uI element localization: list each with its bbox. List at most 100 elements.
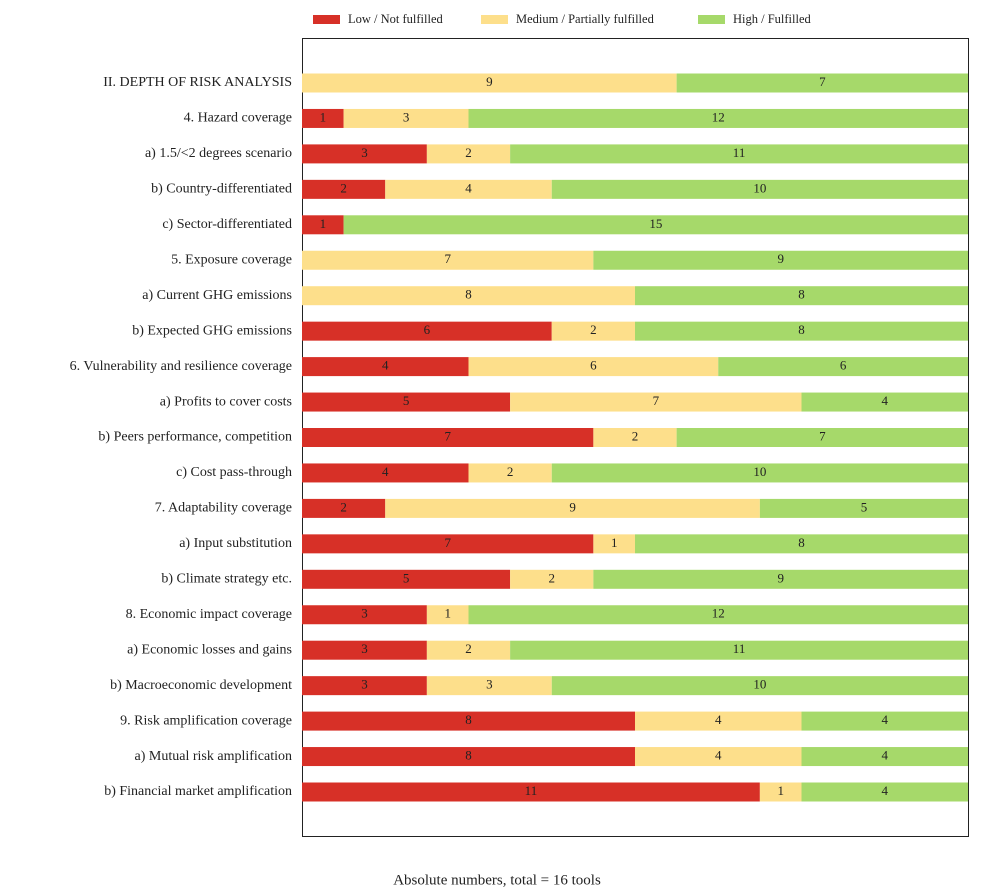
value-label: 3 (361, 145, 368, 160)
value-label: 11 (733, 641, 746, 656)
value-label: 9 (569, 499, 576, 514)
legend-swatch (698, 15, 725, 24)
value-label: 2 (549, 570, 556, 585)
value-label: 3 (486, 677, 493, 692)
value-label: 8 (798, 287, 805, 302)
value-label: 2 (340, 180, 347, 195)
bar-segment (593, 534, 635, 554)
bar-segment (676, 73, 968, 93)
bar-segment (302, 392, 511, 412)
bar-segment (302, 605, 427, 625)
value-label: 8 (798, 322, 805, 337)
bar-segment (510, 640, 968, 660)
bar-segment (426, 605, 469, 625)
value-label: 1 (320, 109, 327, 124)
y-tick-label: c) Sector-differentiated (162, 217, 292, 232)
y-tick-label: 4. Hazard coverage (184, 111, 292, 126)
value-label: 3 (403, 109, 410, 124)
y-tick-label: 9. Risk amplification coverage (120, 713, 292, 728)
value-label: 1 (444, 606, 451, 621)
y-tick-label: a) 1.5/<2 degrees scenario (145, 146, 292, 161)
bar-segment (635, 286, 968, 306)
bar-segment (759, 782, 802, 802)
value-label: 1 (777, 783, 784, 798)
bar-segment (718, 357, 968, 377)
x-axis-label: Absolute numbers, total = 16 tools (393, 872, 601, 888)
bar-segment (302, 73, 677, 93)
bar-segment (801, 747, 968, 767)
bar-segment (759, 498, 968, 518)
y-tick-label: 6. Vulnerability and resilience coverage (70, 359, 292, 374)
value-label: 4 (382, 464, 389, 479)
bar-segment (801, 782, 968, 802)
y-tick-label: II. DEPTH OF RISK ANALYSIS (103, 75, 292, 90)
value-label: 10 (753, 464, 766, 479)
value-label: 8 (465, 287, 472, 302)
value-label: 4 (465, 180, 472, 195)
value-label: 5 (861, 499, 868, 514)
value-label: 11 (525, 783, 538, 798)
bar-segment (302, 215, 344, 235)
bar-segment (302, 569, 511, 589)
bar-segment (551, 676, 968, 696)
value-label: 2 (465, 145, 472, 160)
value-label: 6 (590, 358, 597, 373)
value-label: 4 (882, 712, 889, 727)
value-label: 4 (882, 393, 889, 408)
bar-segment (385, 179, 552, 199)
value-label: 5 (403, 393, 410, 408)
value-label: 4 (882, 783, 889, 798)
value-label: 10 (753, 180, 766, 195)
y-tick-label: a) Current GHG emissions (142, 288, 292, 303)
legend-swatch (481, 15, 508, 24)
legend-swatch (313, 15, 340, 24)
bar-segment (510, 392, 802, 412)
bar-segment (302, 782, 760, 802)
value-label: 4 (382, 358, 389, 373)
bar-segment (510, 144, 968, 164)
value-label: 2 (507, 464, 514, 479)
y-tick-label: c) Cost pass-through (176, 465, 292, 480)
bar-segment (801, 711, 968, 731)
bar-segment (468, 108, 968, 128)
bar-segment (302, 144, 427, 164)
value-label: 7 (444, 251, 451, 266)
bar-segment (593, 250, 968, 270)
legend-label: Medium / Partially fulfilled (516, 12, 655, 26)
bar-segment (302, 286, 635, 306)
y-tick-label: 8. Economic impact coverage (126, 607, 292, 622)
bar-segment (593, 428, 677, 447)
value-label: 2 (340, 499, 347, 514)
bar-segment (302, 498, 386, 518)
value-label: 15 (649, 216, 662, 231)
y-tick-label: b) Peers performance, competition (98, 430, 292, 445)
bar-segment (551, 463, 968, 483)
y-tick-label: b) Expected GHG emissions (132, 323, 292, 338)
bar-segment (302, 747, 635, 767)
value-label: 6 (840, 358, 847, 373)
value-label: 9 (486, 74, 493, 89)
bar-segment (426, 640, 511, 660)
bar-segment (468, 357, 719, 377)
bar-segment (302, 108, 344, 128)
value-label: 3 (361, 677, 368, 692)
y-tick-label: a) Mutual risk amplification (135, 749, 292, 764)
bar-segment (801, 392, 968, 412)
bar-segment (593, 569, 968, 589)
bar-segment (426, 676, 552, 696)
value-label: 4 (882, 748, 889, 763)
value-label: 4 (715, 712, 722, 727)
bar-segment (635, 711, 802, 731)
value-label: 2 (590, 322, 597, 337)
bar-segment (635, 747, 802, 767)
value-label: 12 (712, 606, 725, 621)
bar-segment (302, 250, 594, 270)
y-tick-label: b) Financial market amplification (104, 784, 292, 799)
y-tick-label: a) Economic losses and gains (127, 642, 292, 657)
bar-segment (302, 428, 594, 447)
value-label: 7 (444, 535, 451, 550)
value-label: 2 (465, 641, 472, 656)
y-tick-label: 5. Exposure coverage (171, 252, 292, 267)
